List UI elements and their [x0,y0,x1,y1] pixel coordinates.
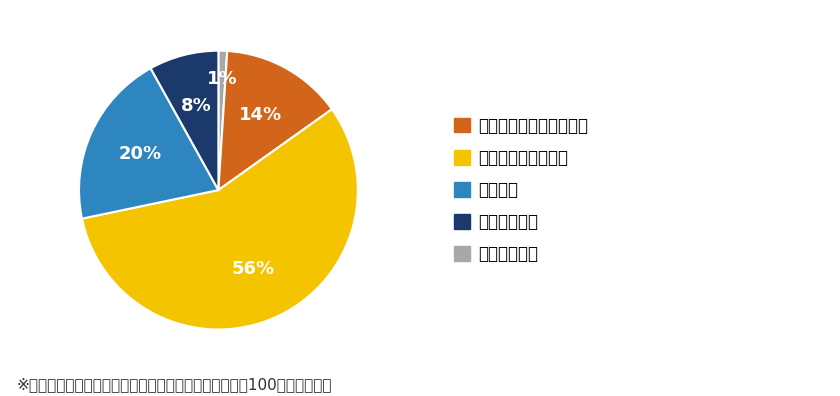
Text: 8%: 8% [181,97,212,115]
Wedge shape [82,109,358,329]
Wedge shape [218,51,332,190]
Text: 14%: 14% [239,106,282,124]
Text: ※小数点以下を四捨五入しているため、必ずしも合計が100にならない。: ※小数点以下を四捨五入しているため、必ずしも合計が100にならない。 [17,377,333,392]
Text: 1%: 1% [207,70,237,88]
Wedge shape [79,68,218,219]
Text: 56%: 56% [232,260,275,278]
Wedge shape [150,51,218,190]
Legend: 内容を含めて知っている, 名称だけ知っている, 知らない, 全く知らない, わかりづらい: 内容を含めて知っている, 名称だけ知っている, 知らない, 全く知らない, わか… [454,117,589,263]
Text: 20%: 20% [118,145,161,163]
Wedge shape [218,51,228,190]
